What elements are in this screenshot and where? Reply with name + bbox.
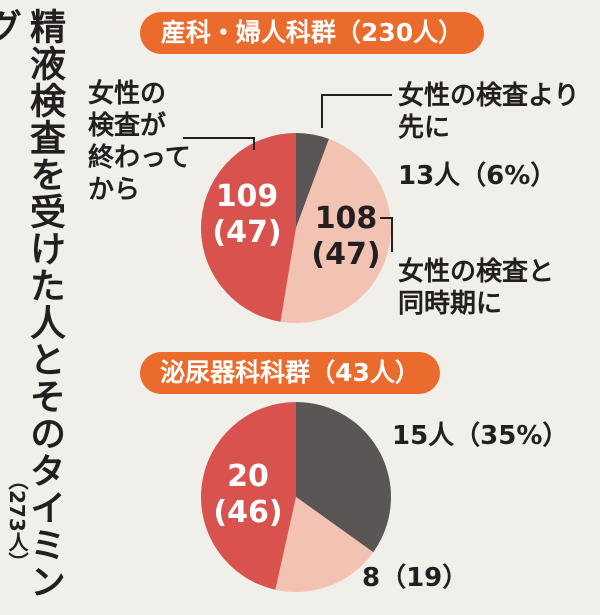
bottom-slice-red bbox=[200, 402, 296, 590]
after-count: 109 bbox=[215, 179, 279, 214]
bottom-dark-value: 15人（35%） bbox=[392, 421, 569, 451]
chart-title: 精液検査を受けた人とそのタイミング bbox=[0, 8, 65, 600]
leader-same bbox=[380, 217, 393, 252]
after-percent: (47) bbox=[212, 215, 282, 250]
label-same-line2: 同時期に bbox=[398, 289, 503, 319]
label-after-line2: 検査が bbox=[88, 111, 167, 141]
bottom-red-percent: (46) bbox=[213, 495, 283, 530]
leader-lines bbox=[183, 94, 393, 252]
same-count: 108 bbox=[314, 201, 378, 236]
top-slice-dark bbox=[296, 133, 330, 228]
label-before-value: 13人（6%） bbox=[398, 161, 557, 191]
same-percent: (47) bbox=[311, 237, 381, 272]
top-slice-light bbox=[280, 138, 392, 324]
label-same-line1: 女性の検査と bbox=[398, 257, 555, 287]
top-pie bbox=[200, 133, 392, 324]
label-before-line1: 女性の検査より bbox=[398, 81, 580, 111]
bottom-red-count: 20 bbox=[227, 459, 269, 494]
bottom-slice-dark bbox=[296, 402, 391, 553]
label-after-line3: 終わって bbox=[88, 143, 191, 173]
bottom-light-value: 8（19） bbox=[362, 563, 469, 593]
bottom-pie bbox=[200, 402, 391, 592]
label-after-line4: から bbox=[88, 175, 141, 205]
leader-after bbox=[183, 137, 255, 150]
bottom-slice-light bbox=[275, 497, 374, 592]
total-count-label: （273人） bbox=[5, 470, 29, 572]
label-before-line2: 先に bbox=[398, 113, 451, 143]
leader-before bbox=[321, 94, 392, 128]
top-chart-title: 産科・婦人科群（230人） bbox=[140, 12, 484, 54]
bottom-chart-title: 泌尿器科科群（43人） bbox=[140, 352, 440, 394]
label-after-line1: 女性の bbox=[88, 79, 167, 109]
top-slice-red bbox=[200, 133, 296, 322]
